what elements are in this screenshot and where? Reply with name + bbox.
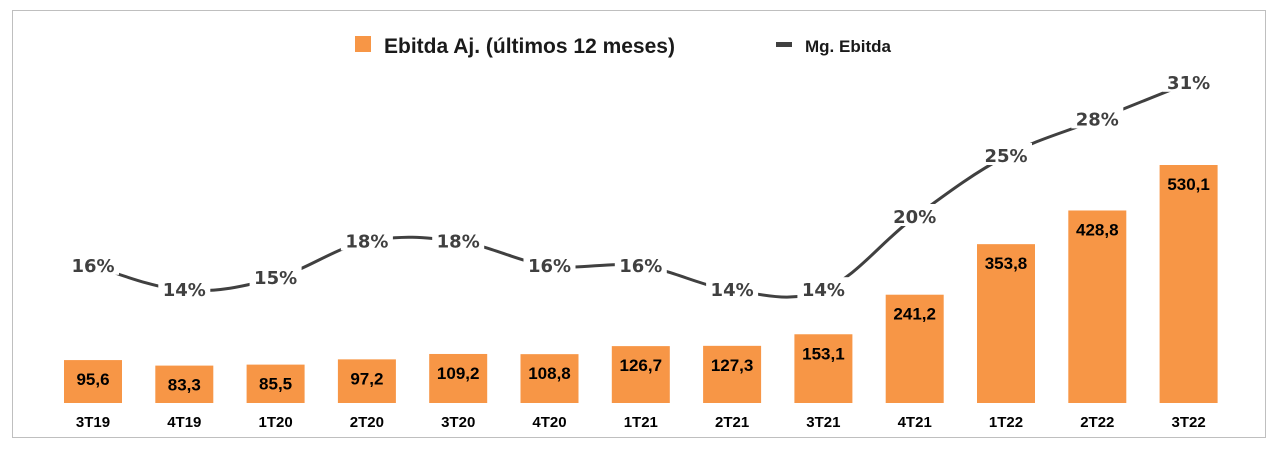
bar-value-label-3t21: 153,1 (802, 344, 845, 363)
mg-ebitda-label-bg-1t20 (249, 265, 302, 287)
legend-swatch-mg-ebitda (776, 42, 792, 47)
mg-ebitda-label-3t21: 14% (802, 280, 845, 301)
category-label-2t20: 2T20 (350, 414, 384, 431)
legend-label-ebitda: Ebitda Aj. (últimos 12 meses) (384, 35, 675, 58)
bar-value-label-1t21: 126,7 (620, 356, 663, 375)
mg-ebitda-label-3t22: 31% (1167, 73, 1210, 94)
category-label-2t21: 2T21 (715, 414, 749, 431)
mg-ebitda-label-bg-2t22 (1071, 106, 1124, 129)
bar-value-label-4t21: 241,2 (893, 305, 936, 324)
category-label-4t20: 4T20 (532, 414, 566, 431)
bar-value-label-2t22: 428,8 (1076, 220, 1119, 239)
mg-ebitda-label-1t22: 25% (984, 146, 1027, 167)
bar-3t22 (1159, 165, 1218, 403)
mg-ebitda-label-bg-4t19 (158, 277, 211, 300)
bar-1t21 (611, 346, 670, 403)
category-label-4t21: 4T21 (898, 414, 932, 431)
bar-value-label-2t21: 127,3 (711, 356, 754, 375)
mg-ebitda-label-bg-3t21 (797, 277, 850, 300)
bar-2t20 (337, 359, 396, 403)
category-label-2t22: 2T22 (1080, 414, 1114, 431)
mg-ebitda-label-bg-3t19 (67, 252, 119, 275)
bar-value-label-2t20: 97,2 (350, 369, 383, 388)
bar-4t19 (155, 365, 214, 403)
bar-value-label-3t19: 95,6 (76, 370, 109, 389)
bar-3t21 (794, 334, 853, 403)
bar-2t21 (703, 345, 762, 403)
mg-ebitda-label-1t21: 16% (619, 256, 662, 277)
legend-swatch-ebitda (355, 36, 371, 52)
bar-3t20 (429, 353, 488, 403)
mg-ebitda-label-2t22: 28% (1076, 109, 1119, 130)
mg-ebitda-label-3t20: 18% (437, 231, 480, 252)
bar-value-label-1t20: 85,5 (259, 375, 292, 394)
mg-ebitda-label-bg-3t22 (1162, 69, 1215, 92)
mg-ebitda-label-4t19: 14% (163, 280, 206, 301)
bar-4t20 (520, 354, 579, 403)
mg-ebitda-label-bg-2t20 (340, 228, 393, 251)
mg-ebitda-label-bg-1t21 (614, 252, 667, 275)
bar-value-label-3t20: 109,2 (437, 364, 480, 383)
bar-value-label-4t19: 83,3 (168, 376, 201, 395)
category-label-1t22: 1T22 (989, 414, 1023, 431)
category-label-3t21: 3T21 (806, 414, 840, 431)
category-label-1t20: 1T20 (258, 414, 292, 431)
category-label-3t22: 3T22 (1171, 414, 1205, 431)
mg-ebitda-label-3t19: 16% (71, 256, 114, 277)
bar-4t21 (885, 294, 944, 403)
legend-label-mg-ebitda: Mg. Ebitda (805, 37, 891, 56)
bar-1t20 (246, 364, 305, 403)
mg-ebitda-label-bg-1t22 (980, 143, 1032, 165)
category-label-3t19: 3T19 (76, 414, 110, 431)
mg-ebitda-label-1t20: 15% (254, 268, 297, 289)
bar-value-label-4t20: 108,8 (528, 364, 571, 383)
mg-ebitda-label-bg-4t20 (523, 252, 576, 275)
bar-value-label-3t22: 530,1 (1167, 175, 1210, 194)
category-label-4t19: 4T19 (167, 414, 201, 431)
mg-ebitda-label-2t21: 14% (711, 280, 754, 301)
mg-ebitda-label-bg-3t20 (432, 228, 485, 251)
mg-ebitda-label-2t20: 18% (345, 231, 388, 252)
mg-ebitda-label-bg-2t21 (706, 277, 759, 300)
bar-1t22 (977, 244, 1035, 403)
bar-value-label-1t22: 353,8 (985, 254, 1028, 273)
category-label-3t20: 3T20 (441, 414, 475, 431)
bar-3t19 (64, 360, 122, 403)
mg-ebitda-label-bg-4t21 (888, 204, 941, 226)
bar-2t22 (1068, 210, 1127, 403)
category-label-1t21: 1T21 (624, 414, 658, 431)
mg-ebitda-label-4t20: 16% (528, 256, 571, 277)
mg-ebitda-label-4t21: 20% (893, 207, 936, 228)
